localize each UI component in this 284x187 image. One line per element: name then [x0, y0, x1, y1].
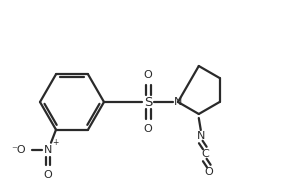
Text: N: N [44, 145, 52, 155]
Text: S: S [144, 96, 152, 108]
Text: +: + [52, 138, 58, 147]
Text: O: O [144, 70, 153, 80]
Text: N: N [174, 97, 182, 107]
Text: O: O [144, 124, 153, 134]
Text: C: C [201, 149, 209, 159]
Text: N: N [197, 131, 205, 141]
Text: ⁻O: ⁻O [12, 145, 26, 155]
Text: O: O [204, 167, 213, 177]
Text: O: O [44, 170, 52, 180]
